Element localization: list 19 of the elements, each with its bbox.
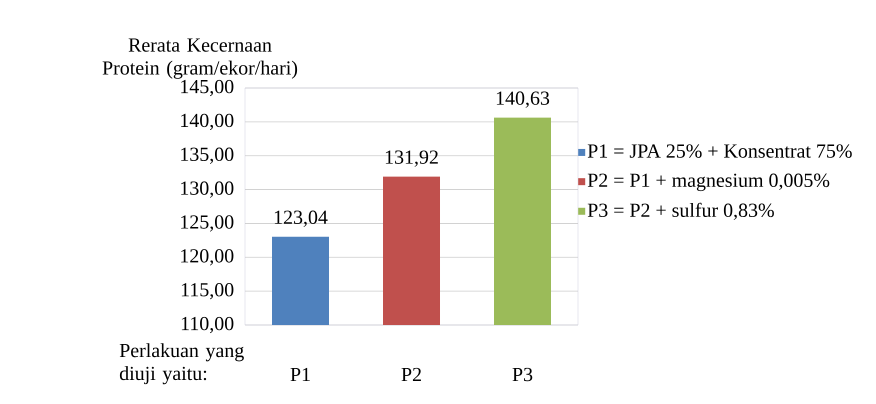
x-tick-label: P2 — [402, 368, 421, 382]
y-tick-label: 125,00 — [181, 215, 234, 232]
x-tick-label: P1 — [290, 368, 310, 381]
x-tick-label: P3 — [512, 368, 532, 382]
x-axis-title: Perlakuan yang diuji yaitu: — [120, 343, 244, 384]
legend-label: P3 = P2 + sulfur 0,83% — [588, 202, 774, 220]
y-tick-label: 120,00 — [181, 249, 234, 266]
data-label: 131,92 — [386, 150, 438, 167]
y-tick-label: 135,00 — [181, 148, 234, 164]
y-axis-title: Rerata Kecernaan Protein (gram/ekor/hari) — [102, 38, 298, 79]
legend-label: P1 = JPA 25% + Konsentrat 75% — [588, 144, 852, 158]
data-label: 123,04 — [274, 210, 328, 227]
legend-label: P2 = P1 + magnesium 0,005% — [588, 174, 830, 192]
y-tick-label: 115,00 — [182, 282, 234, 300]
data-label: 140,63 — [496, 91, 550, 108]
y-tick-label: 145,00 — [181, 80, 234, 96]
y-tick-label: 130,00 — [181, 181, 234, 198]
y-tick-label: 110,00 — [182, 316, 234, 334]
y-tick-label: 140,00 — [181, 114, 234, 130]
